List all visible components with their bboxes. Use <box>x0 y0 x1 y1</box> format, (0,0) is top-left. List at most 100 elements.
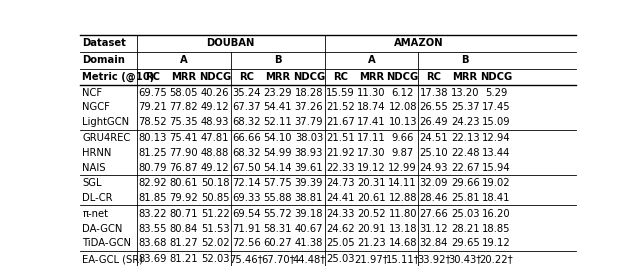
Text: 47.81: 47.81 <box>201 133 229 143</box>
Text: 25.03: 25.03 <box>451 209 479 219</box>
Text: 54.10: 54.10 <box>264 133 292 143</box>
Text: 20.61: 20.61 <box>357 193 386 203</box>
Text: 21.67: 21.67 <box>326 117 355 127</box>
Text: MRR: MRR <box>359 72 384 82</box>
Text: 57.75: 57.75 <box>263 178 292 188</box>
Text: 50.85: 50.85 <box>201 193 229 203</box>
Text: TiDA-GCN: TiDA-GCN <box>83 238 131 248</box>
Text: 72.56: 72.56 <box>232 238 260 248</box>
Text: RC: RC <box>426 72 442 82</box>
Text: 24.73: 24.73 <box>326 178 355 188</box>
Text: 49.12: 49.12 <box>201 102 230 113</box>
Text: 69.54: 69.54 <box>232 209 260 219</box>
Text: 9.66: 9.66 <box>392 133 414 143</box>
Text: 44.48†: 44.48† <box>292 254 326 264</box>
Text: 24.62: 24.62 <box>326 223 355 234</box>
Text: 22.33: 22.33 <box>326 163 355 173</box>
Text: NDCG: NDCG <box>199 72 231 82</box>
Text: 81.85: 81.85 <box>138 193 167 203</box>
Text: 80.61: 80.61 <box>170 178 198 188</box>
Text: 24.23: 24.23 <box>451 117 479 127</box>
Text: 38.81: 38.81 <box>294 193 323 203</box>
Text: 25.05: 25.05 <box>326 238 355 248</box>
Text: 52.03: 52.03 <box>201 254 229 264</box>
Text: 58.05: 58.05 <box>170 88 198 98</box>
Text: NAIS: NAIS <box>83 163 106 173</box>
Text: 33.92†: 33.92† <box>417 254 451 264</box>
Text: 18.41: 18.41 <box>482 193 511 203</box>
Text: 22.13: 22.13 <box>451 133 479 143</box>
Text: 15.09: 15.09 <box>482 117 511 127</box>
Text: RC: RC <box>333 72 348 82</box>
Text: 83.55: 83.55 <box>138 223 167 234</box>
Text: 79.21: 79.21 <box>138 102 167 113</box>
Text: 24.41: 24.41 <box>326 193 355 203</box>
Text: 14.11: 14.11 <box>388 178 417 188</box>
Text: 54.41: 54.41 <box>264 102 292 113</box>
Text: 15.59: 15.59 <box>326 88 355 98</box>
Text: 25.03: 25.03 <box>326 254 355 264</box>
Text: 29.65: 29.65 <box>451 238 479 248</box>
Text: 54.99: 54.99 <box>263 148 292 158</box>
Text: 17.38: 17.38 <box>420 88 448 98</box>
Text: 82.92: 82.92 <box>138 178 167 188</box>
Text: 31.12: 31.12 <box>420 223 448 234</box>
Text: 11.80: 11.80 <box>388 209 417 219</box>
Text: 13.18: 13.18 <box>388 223 417 234</box>
Text: 38.03: 38.03 <box>295 133 323 143</box>
Text: 24.33: 24.33 <box>326 209 355 219</box>
Text: 52.02: 52.02 <box>201 238 230 248</box>
Text: 17.41: 17.41 <box>357 117 386 127</box>
Text: AMAZON: AMAZON <box>394 38 443 48</box>
Text: A: A <box>367 55 375 65</box>
Text: 27.66: 27.66 <box>420 209 448 219</box>
Text: 37.79: 37.79 <box>294 117 323 127</box>
Text: 12.88: 12.88 <box>388 193 417 203</box>
Text: MRR: MRR <box>452 72 477 82</box>
Text: 51.53: 51.53 <box>201 223 230 234</box>
Text: Dataset: Dataset <box>83 38 126 48</box>
Text: 12.08: 12.08 <box>388 102 417 113</box>
Text: 10.13: 10.13 <box>388 117 417 127</box>
Text: 18.28: 18.28 <box>294 88 323 98</box>
Text: 79.92: 79.92 <box>170 193 198 203</box>
Text: 77.90: 77.90 <box>170 148 198 158</box>
Text: 17.30: 17.30 <box>357 148 386 158</box>
Text: 67.50: 67.50 <box>232 163 260 173</box>
Text: 17.45: 17.45 <box>482 102 511 113</box>
Text: RC: RC <box>145 72 160 82</box>
Text: 48.88: 48.88 <box>201 148 229 158</box>
Text: 15.11†: 15.11† <box>386 254 420 264</box>
Text: 35.24: 35.24 <box>232 88 260 98</box>
Text: 75.35: 75.35 <box>170 117 198 127</box>
Text: 51.22: 51.22 <box>201 209 230 219</box>
Text: 58.31: 58.31 <box>264 223 292 234</box>
Text: 30.43†: 30.43† <box>449 254 482 264</box>
Text: 80.79: 80.79 <box>138 163 167 173</box>
Text: 19.02: 19.02 <box>482 178 511 188</box>
Text: 14.68: 14.68 <box>388 238 417 248</box>
Text: 80.13: 80.13 <box>138 133 167 143</box>
Text: 38.93: 38.93 <box>294 148 323 158</box>
Text: 26.55: 26.55 <box>420 102 448 113</box>
Text: HRNN: HRNN <box>83 148 112 158</box>
Text: 40.26: 40.26 <box>201 88 229 98</box>
Text: 20.31: 20.31 <box>357 178 386 188</box>
Text: 68.32: 68.32 <box>232 117 260 127</box>
Text: 60.27: 60.27 <box>263 238 292 248</box>
Text: A: A <box>180 55 188 65</box>
Text: 22.67: 22.67 <box>451 163 479 173</box>
Text: LightGCN: LightGCN <box>83 117 130 127</box>
Text: 75.46†: 75.46† <box>230 254 263 264</box>
Text: MRR: MRR <box>265 72 290 82</box>
Text: 77.82: 77.82 <box>170 102 198 113</box>
Text: RC: RC <box>239 72 254 82</box>
Text: 21.51: 21.51 <box>326 133 355 143</box>
Text: 39.39: 39.39 <box>294 178 323 188</box>
Text: 69.75: 69.75 <box>138 88 167 98</box>
Text: 20.22†: 20.22† <box>479 254 513 264</box>
Text: 72.14: 72.14 <box>232 178 260 188</box>
Text: 78.52: 78.52 <box>138 117 167 127</box>
Text: Domain: Domain <box>83 55 125 65</box>
Text: 23.29: 23.29 <box>263 88 292 98</box>
